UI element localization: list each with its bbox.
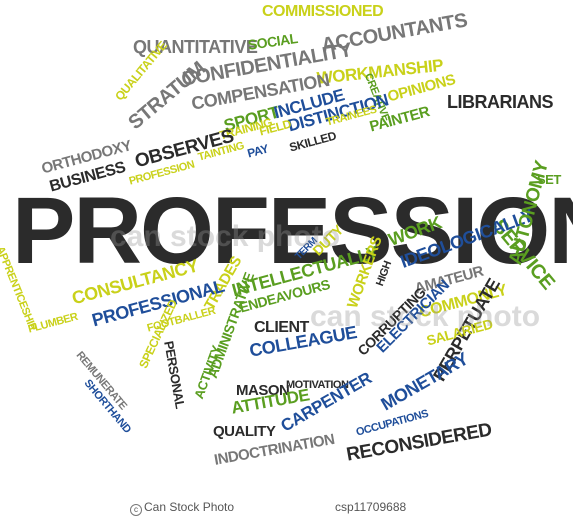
footer: c Can Stock Photo csp11709688 bbox=[0, 496, 573, 519]
cloud-word: CLIENT bbox=[254, 319, 309, 336]
footer-brand: Can Stock Photo bbox=[144, 500, 235, 514]
cloud-word: COMMISSIONED bbox=[262, 3, 384, 20]
cloud-word: MOTIVATION bbox=[286, 379, 349, 391]
cloud-word: PERSONAL bbox=[161, 339, 188, 410]
cloud-word: QUALITY bbox=[213, 423, 276, 440]
cloud-word: MONETARY bbox=[377, 348, 472, 415]
cloud-word: PLUMBER bbox=[26, 310, 80, 336]
cloud-word: PROFESSIONAL bbox=[12, 178, 573, 284]
cloud-word: QUANTITATIVE bbox=[133, 37, 258, 57]
cloud-word: PAY bbox=[245, 141, 270, 161]
footer-credit: c Can Stock Photo bbox=[130, 500, 234, 516]
footer-id: csp11709688 bbox=[335, 500, 407, 514]
cloud-word: MASON bbox=[236, 382, 290, 399]
cloud-word: LIBRARIANS bbox=[447, 92, 554, 112]
copyright-icon: c bbox=[130, 504, 142, 516]
cloud-word: SET bbox=[537, 172, 561, 187]
